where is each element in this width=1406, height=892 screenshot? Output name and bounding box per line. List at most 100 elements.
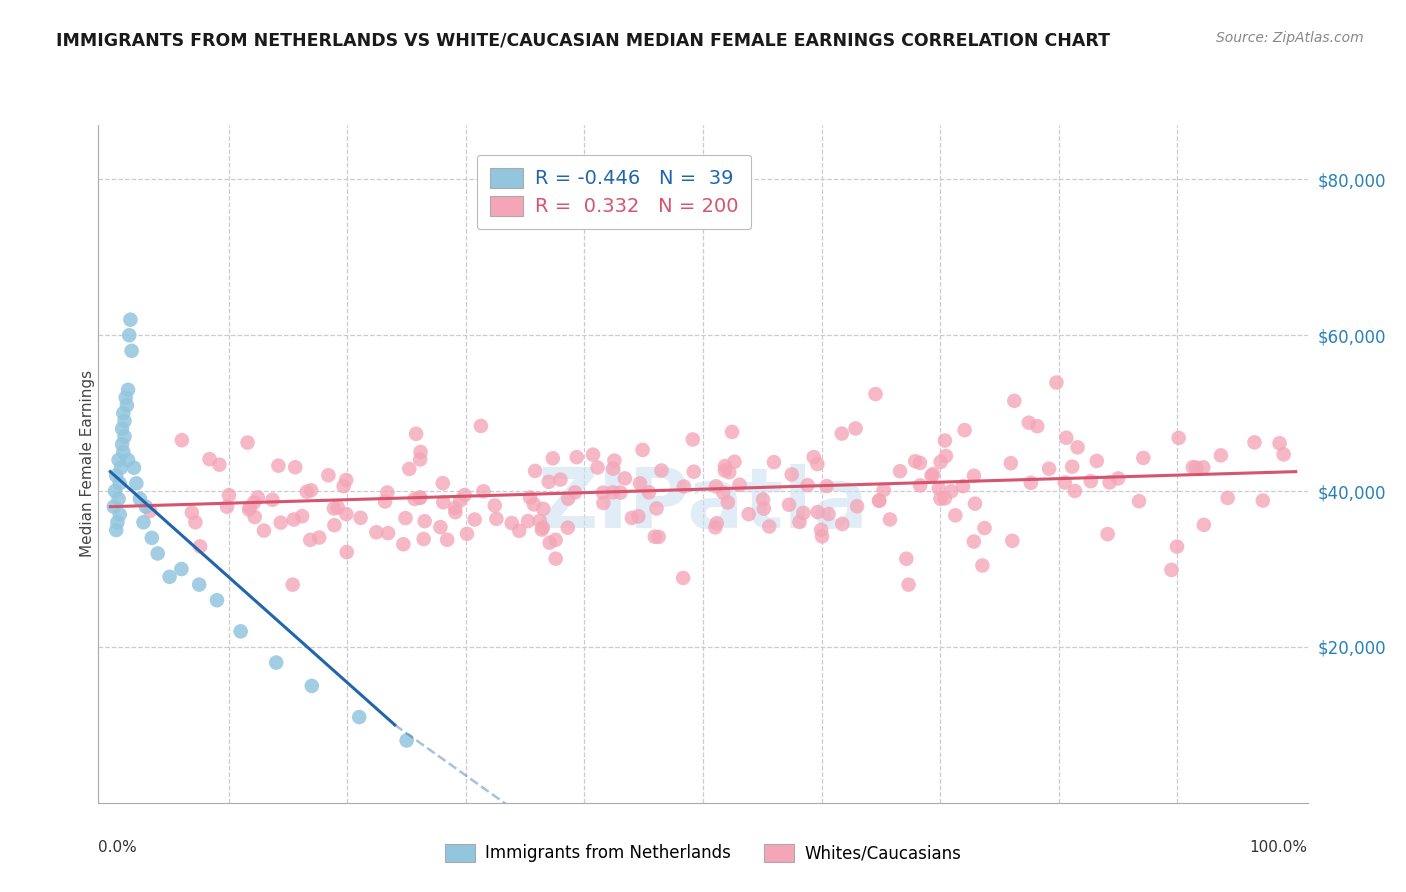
Point [105, 516, 128, 530]
Point [582, 448, 605, 462]
Point [952, 479, 974, 493]
Point [704, 520, 727, 534]
Point [188, 540, 211, 554]
Point [170, 433, 193, 447]
Point [831, 516, 853, 531]
Point [941, 484, 963, 499]
Point [586, 460, 609, 475]
Point [105, 468, 128, 483]
Point [868, 493, 890, 508]
Point [1167, 431, 1189, 445]
Point [398, 462, 420, 476]
Point [239, 500, 262, 515]
Point [721, 425, 744, 439]
Point [299, 533, 322, 547]
Point [323, 518, 346, 533]
Point [125, 476, 148, 491]
Point [377, 526, 399, 541]
Point [243, 495, 266, 509]
Point [897, 577, 920, 591]
Point [752, 501, 775, 516]
Point [1097, 527, 1119, 541]
Point [1268, 436, 1291, 450]
Point [628, 476, 651, 491]
Point [717, 495, 740, 509]
Point [792, 506, 814, 520]
Point [810, 523, 832, 537]
Point [963, 497, 986, 511]
Point [1192, 460, 1215, 475]
Point [188, 577, 211, 591]
Point [644, 530, 666, 544]
Point [270, 516, 292, 530]
Point [1209, 448, 1232, 462]
Point [889, 464, 911, 478]
Point [112, 406, 135, 420]
Point [114, 429, 136, 443]
Point [627, 509, 650, 524]
Y-axis label: Median Female Earnings: Median Female Earnings [80, 370, 94, 558]
Point [295, 484, 318, 499]
Point [184, 515, 207, 529]
Point [105, 523, 128, 537]
Point [262, 492, 284, 507]
Point [1160, 563, 1182, 577]
Point [723, 455, 745, 469]
Text: 100.0%: 100.0% [1250, 840, 1308, 855]
Point [778, 498, 800, 512]
Point [112, 445, 135, 459]
Point [706, 516, 728, 531]
Point [117, 383, 139, 397]
Point [218, 488, 240, 502]
Point [139, 504, 162, 518]
Point [1192, 517, 1215, 532]
Point [429, 520, 451, 534]
Point [484, 499, 506, 513]
Point [299, 483, 322, 498]
Point [215, 500, 238, 514]
Point [108, 508, 131, 522]
Point [865, 387, 887, 401]
Point [349, 510, 371, 524]
Point [180, 506, 202, 520]
Point [1018, 416, 1040, 430]
Point [208, 458, 231, 472]
Point [1181, 460, 1204, 475]
Point [375, 485, 398, 500]
Point [752, 492, 775, 507]
Point [1000, 456, 1022, 470]
Point [374, 494, 396, 508]
Point [464, 512, 486, 526]
Point [602, 485, 624, 500]
Point [1216, 491, 1239, 505]
Point [409, 491, 432, 505]
Point [638, 485, 661, 500]
Point [243, 510, 266, 524]
Point [436, 533, 458, 547]
Point [1066, 441, 1088, 455]
Point [107, 491, 129, 506]
Point [322, 501, 344, 516]
Point [1062, 459, 1084, 474]
Point [395, 733, 418, 747]
Point [335, 507, 357, 521]
Point [264, 656, 287, 670]
Point [921, 468, 943, 483]
Point [557, 521, 579, 535]
Point [935, 449, 957, 463]
Point [943, 508, 966, 523]
Point [647, 530, 669, 544]
Point [803, 450, 825, 464]
Point [1002, 393, 1025, 408]
Point [120, 312, 142, 326]
Point [253, 524, 276, 538]
Point [908, 456, 931, 470]
Point [281, 577, 304, 591]
Point [118, 328, 141, 343]
Point [682, 433, 704, 447]
Legend: Immigrants from Netherlands, Whites/Caucasians: Immigrants from Netherlands, Whites/Cauc… [439, 837, 967, 869]
Point [806, 505, 828, 519]
Point [267, 458, 290, 473]
Point [718, 465, 741, 479]
Point [762, 455, 785, 469]
